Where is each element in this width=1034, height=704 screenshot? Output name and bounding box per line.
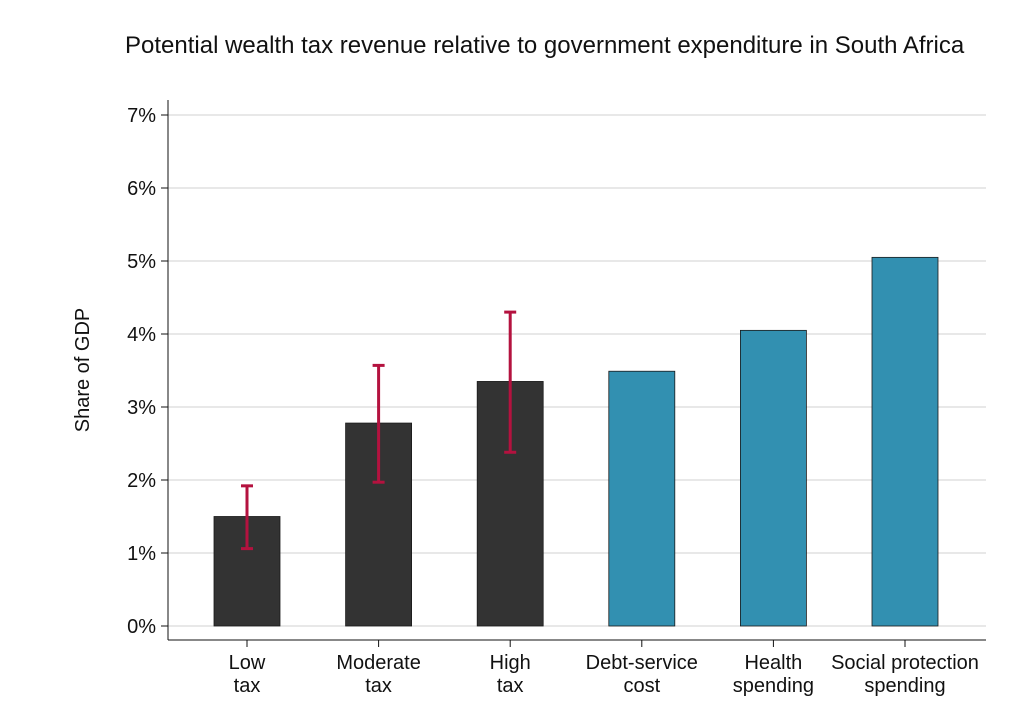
- x-category-label: spending: [864, 675, 945, 697]
- x-category-label: tax: [497, 675, 524, 697]
- bars: [213, 256, 939, 627]
- x-category-label: Moderate: [336, 652, 421, 674]
- y-tick-label: 1%: [127, 543, 156, 565]
- y-tick-label: 5%: [127, 251, 156, 273]
- x-category-label: tax: [234, 675, 261, 697]
- x-category-label: Debt-service: [586, 652, 698, 674]
- y-tick-label: 3%: [127, 397, 156, 419]
- x-category-label: tax: [365, 675, 392, 697]
- x-category-label: Low: [229, 652, 266, 674]
- x-category-label: Health: [744, 652, 802, 674]
- x-category-label: cost: [623, 675, 660, 697]
- y-tick-labels: 0% 1% 2% 3% 4% 5% 6% 7%: [127, 105, 156, 638]
- x-category-label: spending: [733, 675, 814, 697]
- y-tick-label: 6%: [127, 178, 156, 200]
- chart-title: Potential wealth tax revenue relative to…: [125, 32, 965, 59]
- x-category-labels: LowtaxModeratetaxHightaxDebt-servicecost…: [229, 652, 979, 697]
- y-tick-label: 0%: [127, 616, 156, 638]
- x-category-label: High: [490, 652, 531, 674]
- y-tick-label: 7%: [127, 105, 156, 127]
- gridlines: [168, 114, 986, 627]
- axes: [161, 100, 986, 647]
- y-tick-label: 2%: [127, 470, 156, 492]
- bar: [608, 370, 676, 627]
- bar: [871, 256, 939, 627]
- y-axis-title: Share of GDP: [72, 308, 94, 433]
- error-bars: [241, 310, 517, 551]
- bar: [740, 329, 807, 627]
- x-category-label: Social protection: [831, 652, 979, 674]
- y-tick-label: 4%: [127, 324, 156, 346]
